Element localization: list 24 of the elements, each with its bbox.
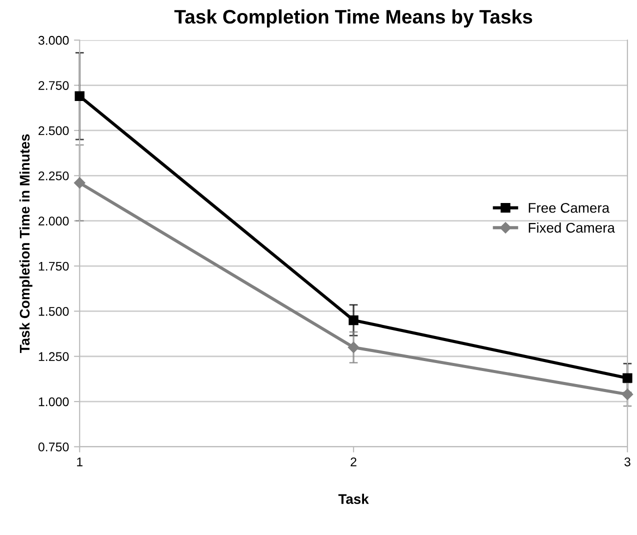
y-tick-label: 1.750	[38, 262, 69, 271]
y-tick-label: 3.000	[38, 36, 69, 45]
y-tick-label: 2.750	[38, 81, 69, 90]
x-tick-label: 3	[624, 457, 630, 466]
x-axis-title: Task	[338, 494, 369, 504]
y-tick-label: 1.250	[38, 352, 69, 362]
y-tick-label: 2.500	[38, 126, 69, 136]
point	[348, 342, 360, 353]
point	[74, 177, 86, 188]
y-tick-label: 1.000	[38, 397, 69, 406]
legend-label: Free Camera	[528, 202, 610, 213]
chart-title: Task Completion Time Means by Tasks	[174, 9, 532, 28]
point	[74, 91, 84, 102]
y-tick-label: 2.000	[38, 216, 69, 226]
point	[622, 388, 634, 400]
point	[622, 373, 632, 383]
y-tick-label: 2.250	[38, 171, 69, 180]
y-axis-title: Task Completion Time in Minutes	[19, 134, 32, 353]
y-tick-label: 0.750	[38, 442, 69, 452]
x-tick-label: 2	[350, 457, 356, 466]
point	[348, 315, 358, 326]
legend-label: Fixed Camera	[528, 222, 615, 233]
y-tick-label: 1.500	[38, 306, 69, 316]
x-tick-label: 1	[77, 458, 82, 466]
